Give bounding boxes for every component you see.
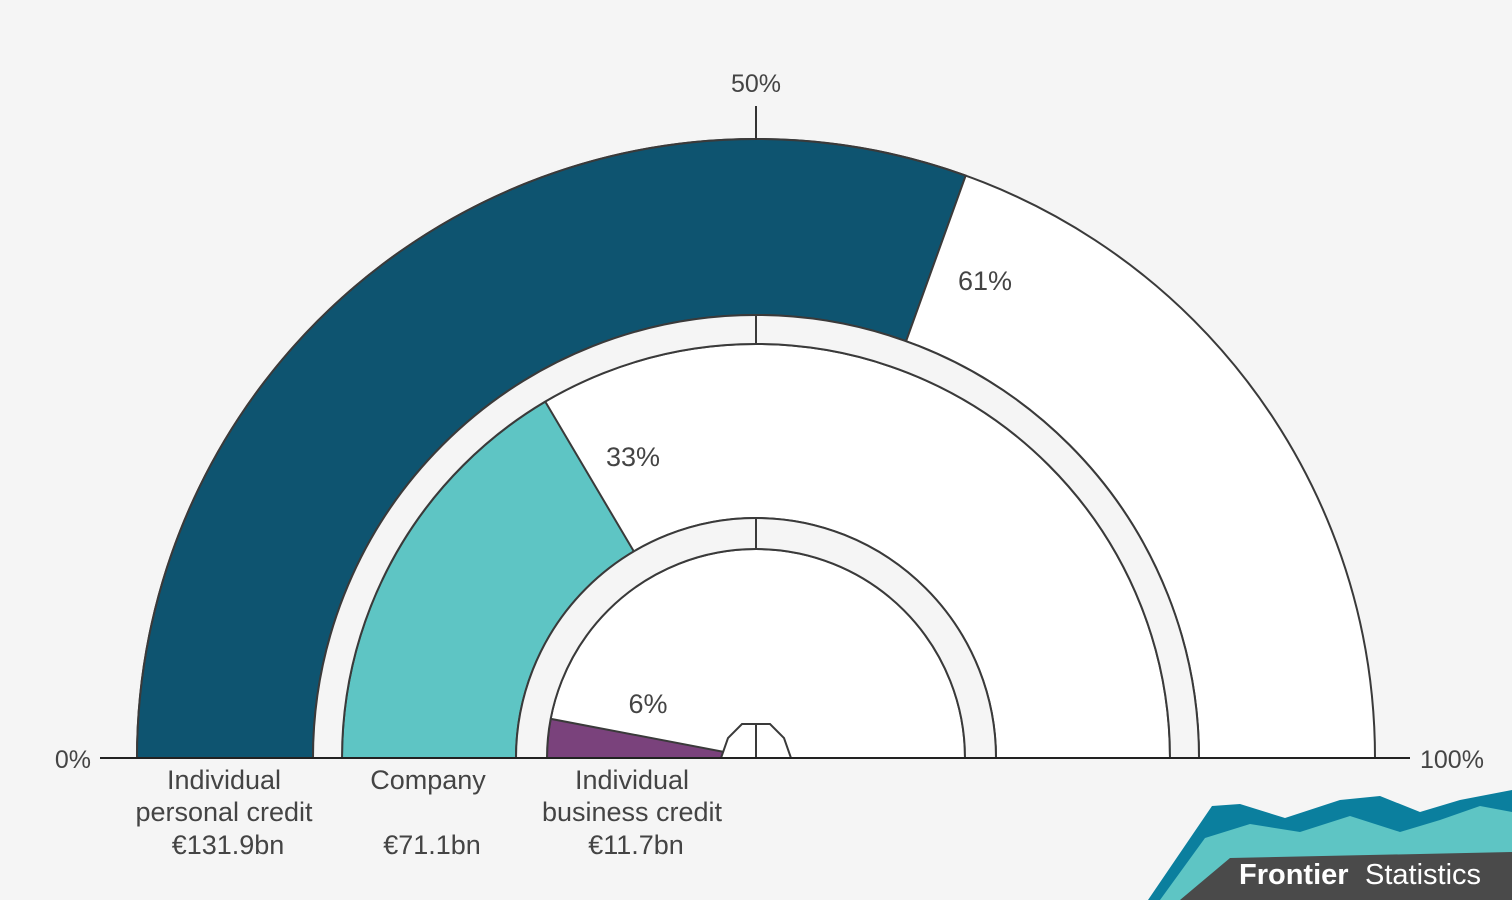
category-labels: Individual personal credit €131.9bn Comp…	[135, 765, 722, 860]
logo-text-bold: Frontier	[1239, 859, 1349, 891]
gauge-axis: 0% 50% 100%	[55, 70, 1484, 774]
series-0-amount: €131.9bn	[172, 830, 285, 860]
series-0-name-line1: Individual	[167, 765, 281, 795]
scale-min-label: 0%	[55, 746, 91, 774]
logo-text-regular: Statistics	[1365, 859, 1481, 891]
frontier-statistics-logo: Frontier Statistics	[1148, 790, 1512, 900]
series-0-percent-label: 61%	[958, 266, 1012, 296]
series-2-name-line2: business credit	[542, 797, 723, 827]
gauge-rings	[135, 118, 1377, 759]
series-2-amount: €11.7bn	[588, 830, 684, 860]
series-2-percent-label: 6%	[628, 689, 667, 719]
percent-labels: 61% 33% 6%	[606, 266, 1012, 719]
logo-mountain-front	[1180, 852, 1512, 900]
series-1-amount: €71.1bn	[383, 830, 481, 860]
series-1-name-line1: Company	[370, 765, 486, 795]
scale-mid-label: 50%	[731, 70, 781, 98]
series-1-percent-label: 33%	[606, 442, 660, 472]
scale-max-label: 100%	[1420, 746, 1484, 774]
series-0-name-line2: personal credit	[135, 797, 313, 827]
series-2-name-line1: Individual	[575, 765, 689, 795]
